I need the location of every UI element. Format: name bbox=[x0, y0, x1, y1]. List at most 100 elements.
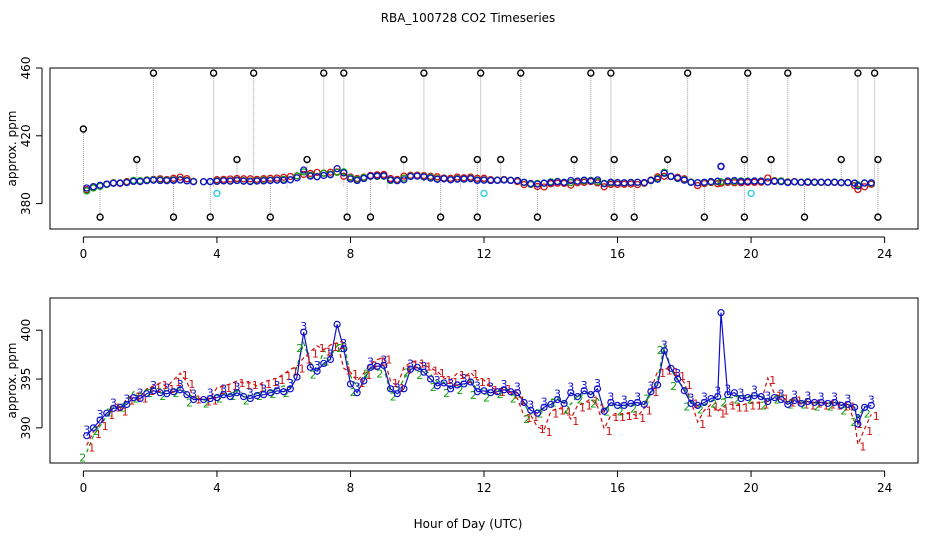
raw-extreme-point bbox=[496, 155, 505, 164]
channel-3-point bbox=[540, 179, 548, 187]
channel-3-point bbox=[744, 177, 752, 186]
series-3-point bbox=[744, 393, 752, 402]
raw-extreme-point bbox=[79, 125, 88, 133]
series-3-point bbox=[674, 375, 682, 383]
series-2-marker: 2 bbox=[577, 394, 584, 407]
raw-extreme-point bbox=[169, 213, 178, 221]
series-3-point bbox=[360, 377, 368, 385]
series-3-point bbox=[433, 382, 441, 390]
series-1-marker: 1 bbox=[706, 406, 713, 419]
series-1-marker: 1 bbox=[265, 378, 272, 391]
series-3-marker: 3 bbox=[300, 320, 307, 333]
series-1-marker: 1 bbox=[135, 391, 142, 404]
series-2-marker: 2 bbox=[336, 342, 343, 355]
series-3-point bbox=[123, 400, 131, 409]
series-3-marker: 3 bbox=[220, 383, 227, 396]
series-2-marker: 2 bbox=[710, 398, 717, 411]
series-2-marker: 2 bbox=[483, 392, 490, 405]
series-3-point bbox=[707, 394, 715, 403]
x-tick-label: 8 bbox=[347, 481, 355, 495]
x-tick-label: 8 bbox=[347, 247, 355, 261]
bottom-plot-frame bbox=[49, 297, 919, 464]
raw-extreme-point bbox=[133, 155, 141, 164]
channel-3-point bbox=[426, 174, 435, 182]
series-3-marker: 3 bbox=[634, 390, 641, 403]
series-2-marker: 2 bbox=[243, 395, 250, 408]
series-1-marker: 1 bbox=[579, 401, 586, 414]
series-1-marker: 1 bbox=[849, 400, 856, 413]
channel-3-point bbox=[326, 171, 335, 179]
channel-3-point bbox=[143, 177, 151, 185]
series-1-marker: 1 bbox=[632, 409, 639, 422]
raw-extreme-point bbox=[420, 69, 428, 77]
series-3-marker: 3 bbox=[354, 381, 361, 394]
series-1-marker: 1 bbox=[445, 374, 452, 387]
series-3-marker: 3 bbox=[434, 374, 441, 387]
series-3-point bbox=[353, 389, 361, 397]
channel-3-point bbox=[149, 176, 158, 184]
raw-extreme-point bbox=[320, 69, 328, 77]
series-2-marker: 2 bbox=[864, 407, 871, 420]
series-1-marker: 1 bbox=[252, 379, 259, 392]
series-3-point bbox=[700, 398, 708, 407]
series-3-point bbox=[493, 388, 501, 396]
series-3-point bbox=[447, 385, 455, 393]
series-3-point bbox=[129, 393, 138, 402]
series-3-point bbox=[660, 347, 668, 355]
channel-3-point bbox=[473, 176, 481, 185]
channel-3-point bbox=[804, 178, 812, 186]
raw-extreme-point bbox=[663, 155, 672, 164]
series-3-point bbox=[810, 398, 819, 407]
channel-3-point bbox=[830, 178, 839, 186]
series-3-point bbox=[567, 389, 575, 397]
channel-3-point bbox=[189, 178, 198, 186]
channel-3-point bbox=[777, 178, 785, 186]
x-tick-label: 0 bbox=[80, 247, 88, 261]
x-tick-label: 4 bbox=[213, 247, 221, 261]
y-tick-label: 420 bbox=[19, 124, 33, 147]
series-3-point bbox=[373, 362, 381, 370]
series-3-marker: 3 bbox=[778, 388, 785, 401]
channel-3-point bbox=[413, 172, 421, 180]
series-3-point bbox=[500, 386, 508, 394]
raw-extreme-point bbox=[683, 69, 692, 77]
series-3-point bbox=[340, 345, 348, 353]
channel-3-point bbox=[707, 177, 715, 186]
series-2-marker: 2 bbox=[657, 344, 664, 357]
channel-3-point bbox=[527, 179, 535, 188]
series-3-marker: 3 bbox=[621, 393, 628, 406]
series-3-point bbox=[333, 320, 341, 328]
raw-extreme-point bbox=[96, 213, 104, 221]
series-3-point bbox=[667, 364, 675, 372]
raw-extreme-point bbox=[206, 213, 214, 221]
channel-3-point bbox=[306, 172, 315, 180]
series-1-marker: 1 bbox=[392, 377, 399, 390]
channel-3-point bbox=[219, 177, 228, 185]
series-3-marker: 3 bbox=[844, 392, 851, 405]
series-3-point bbox=[770, 393, 779, 402]
raw-extreme-point bbox=[874, 155, 882, 164]
series-3-marker: 3 bbox=[367, 355, 374, 368]
series-1-marker: 1 bbox=[809, 399, 816, 412]
series-3-point bbox=[627, 399, 635, 408]
series-3-point bbox=[600, 407, 608, 415]
series-1-marker: 1 bbox=[232, 380, 239, 393]
channel-1-point bbox=[313, 168, 321, 177]
channel-3-point bbox=[466, 175, 475, 183]
channel-3-point bbox=[286, 176, 295, 184]
channel-3-point bbox=[854, 182, 862, 190]
series-1-marker: 1 bbox=[479, 376, 486, 389]
series-3-point bbox=[280, 388, 288, 396]
series-3-marker: 3 bbox=[137, 387, 144, 400]
channel-1-point bbox=[854, 185, 862, 194]
channel-2-point bbox=[333, 168, 341, 177]
channel-3-point bbox=[333, 165, 341, 173]
series-1-marker: 1 bbox=[319, 342, 326, 355]
series-1-marker: 1 bbox=[182, 369, 189, 382]
series-1-line bbox=[86, 342, 872, 447]
channel-3-point bbox=[613, 179, 622, 187]
channel-3-point bbox=[353, 176, 361, 185]
channel-3-point bbox=[844, 178, 852, 187]
flagged-point bbox=[747, 189, 755, 198]
